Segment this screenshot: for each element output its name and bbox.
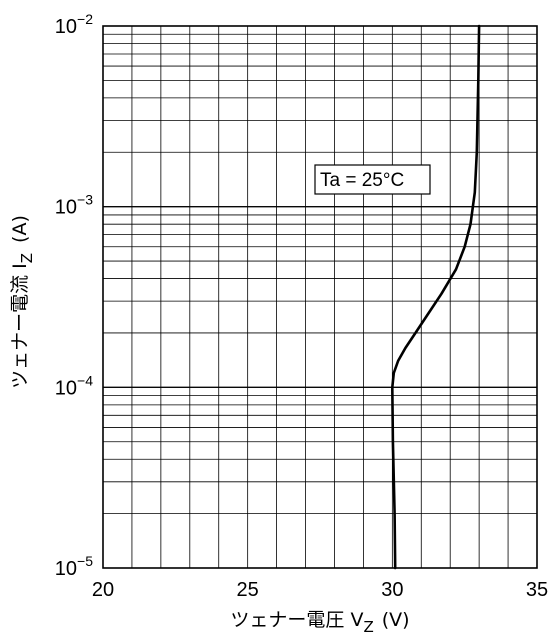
x-axis-label-main: ツェナー電圧 V: [230, 609, 363, 631]
y-tick-exponent: −2: [77, 11, 93, 27]
x-tick-label: 20: [92, 579, 114, 601]
y-tick-label: 10−5: [55, 553, 93, 580]
annotation-text: Ta = 25°C: [320, 170, 404, 191]
y-axis-label-sub: Z: [18, 253, 36, 263]
y-tick-label: 10−3: [55, 192, 93, 219]
grid: [103, 26, 537, 568]
y-tick-base: 10: [55, 197, 77, 219]
y-tick-base: 10: [55, 558, 77, 580]
x-axis-label: ツェナー電圧 VZ (V): [230, 609, 409, 636]
x-tick-label: 30: [381, 579, 403, 601]
x-tick-label: 25: [237, 579, 259, 601]
temperature-annotation: Ta = 25°C: [314, 164, 431, 195]
y-tick-exponent: −3: [77, 192, 93, 208]
y-axis-label-unit: (A): [9, 215, 31, 243]
y-tick-base: 10: [55, 377, 77, 399]
x-tick-label: 35: [526, 579, 548, 601]
x-axis-label-sub: Z: [363, 618, 373, 636]
plot-frame: [102, 25, 538, 569]
x-axis-label-unit: (V): [382, 609, 410, 631]
y-tick-label: 10−2: [55, 11, 93, 38]
x-tick-labels: 20 25 30 35: [92, 579, 548, 601]
series-line: [391, 24, 481, 570]
y-axis-label-main: ツェナー電流 I: [9, 263, 31, 389]
y-tick-exponent: −4: [77, 372, 93, 388]
y-axis-label: ツェナー電流 IZ (A): [9, 215, 36, 389]
y-tick-labels: 10−510−410−310−2: [55, 11, 93, 580]
y-tick-base: 10: [55, 16, 77, 38]
y-tick-label: 10−4: [55, 372, 93, 399]
y-tick-exponent: −5: [77, 553, 93, 569]
annotation-box: [314, 164, 431, 195]
